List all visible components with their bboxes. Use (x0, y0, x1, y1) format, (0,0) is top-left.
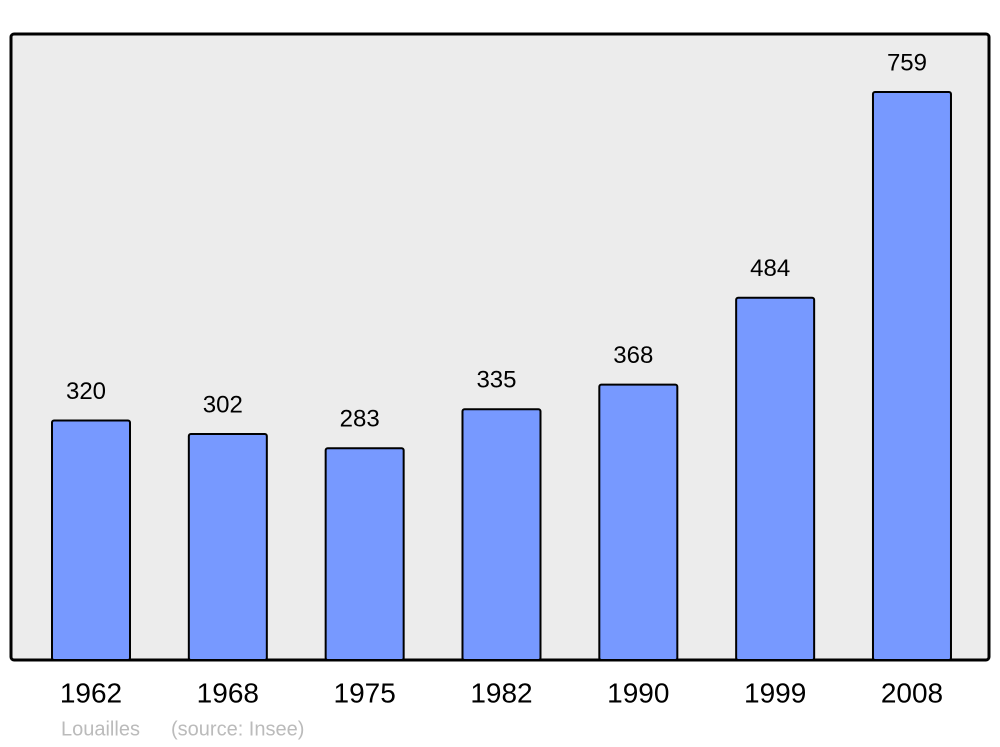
value-label: 368 (613, 342, 653, 369)
value-label: 484 (750, 255, 790, 282)
x-tick-label: 2008 (881, 677, 943, 708)
bar (324, 447, 405, 661)
value-label: 759 (887, 49, 927, 76)
value-label: 302 (203, 391, 243, 418)
x-tick-label: 1982 (470, 677, 532, 708)
x-tick-label: 1975 (334, 677, 396, 708)
x-tick-label: 1968 (197, 677, 259, 708)
source-note: (source: Insee) (171, 718, 304, 740)
x-tick-label: 1990 (607, 677, 669, 708)
x-tick-label: 1962 (60, 677, 122, 708)
bar (187, 432, 268, 662)
value-label: 320 (66, 378, 106, 405)
chart-title: Louailles (61, 718, 140, 740)
value-label: 283 (340, 406, 380, 433)
bar (871, 91, 952, 661)
bar (51, 419, 131, 661)
x-tick-label: 1999 (744, 677, 806, 708)
bar (598, 383, 679, 661)
bar (461, 408, 542, 662)
bar (735, 296, 816, 661)
value-label: 335 (476, 367, 516, 394)
